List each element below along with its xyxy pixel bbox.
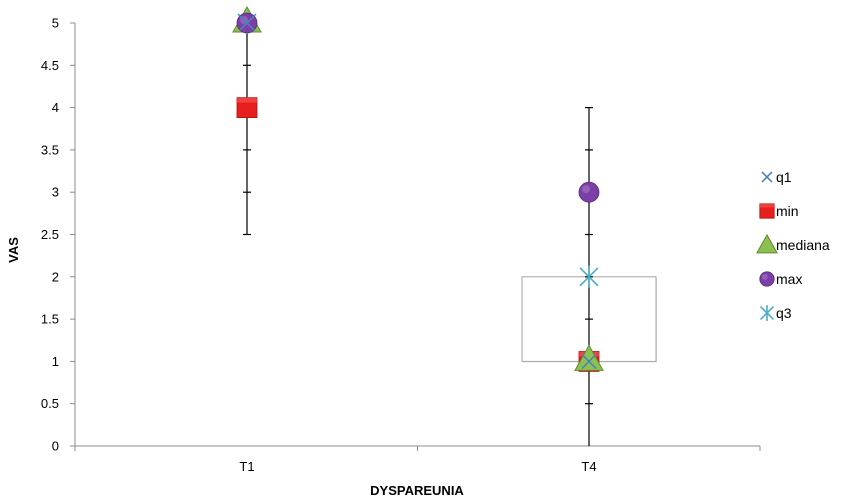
marker-shape <box>574 344 604 371</box>
legend: q1 min mediana max q3 <box>756 169 830 321</box>
marker-highlight <box>237 97 257 103</box>
marker-max <box>578 181 600 203</box>
legend-marker-q1 <box>761 171 773 183</box>
legend-label-q3: q3 <box>776 305 792 321</box>
legend-label-max: max <box>776 271 802 287</box>
legend-label-min: min <box>776 203 799 219</box>
y-tick-label: 2.5 <box>41 227 59 242</box>
legend-label-mediana: mediana <box>776 237 830 253</box>
y-tick-label: 2 <box>52 269 59 284</box>
marker-stroke <box>761 171 773 183</box>
y-tick-label: 4.5 <box>41 58 59 73</box>
marker-stroke <box>239 15 255 31</box>
marker-shape <box>759 271 775 287</box>
y-tick-label: 1.5 <box>41 312 59 327</box>
y-tick-label: 3 <box>52 185 59 200</box>
legend-label-q1: q1 <box>776 169 792 185</box>
axes: 0 0.5 1 1.5 2 2.5 3 3.5 4 4.5 5 T1 T4 <box>41 16 761 474</box>
y-tick-label: 3.5 <box>41 142 59 157</box>
markers-layer <box>232 5 604 372</box>
marker-shape <box>578 181 600 203</box>
legend-marker-q3 <box>759 305 775 321</box>
legend-marker-mediana <box>756 233 778 254</box>
x-axis-title: DYSPAREUNIA <box>370 483 464 498</box>
marker-min <box>236 97 258 118</box>
legend-marker-max <box>759 271 775 287</box>
legend-marker-min <box>759 203 775 219</box>
error-bars-layer <box>243 22 593 446</box>
y-axis-title: VAS <box>6 237 21 263</box>
marker-shape <box>756 233 778 254</box>
y-tick-label: 0.5 <box>41 396 59 411</box>
marker-q1 <box>239 15 255 31</box>
y-tick-label: 5 <box>52 16 59 31</box>
x-tick-label: T4 <box>581 459 596 474</box>
marker-stroke <box>581 353 597 369</box>
y-tick-label: 0 <box>52 439 59 454</box>
y-tick-label: 4 <box>52 100 59 115</box>
marker-shape <box>759 203 775 219</box>
marker-highlight <box>759 203 775 208</box>
marker-shape <box>236 97 258 118</box>
marker-highlight <box>582 185 590 194</box>
marker-highlight <box>761 273 768 280</box>
x-tick-label: T1 <box>239 459 254 474</box>
y-tick-label: 1 <box>52 354 59 369</box>
marker-q3 <box>579 265 599 288</box>
marker-mediana <box>574 344 604 371</box>
marker-q1 <box>581 353 597 369</box>
